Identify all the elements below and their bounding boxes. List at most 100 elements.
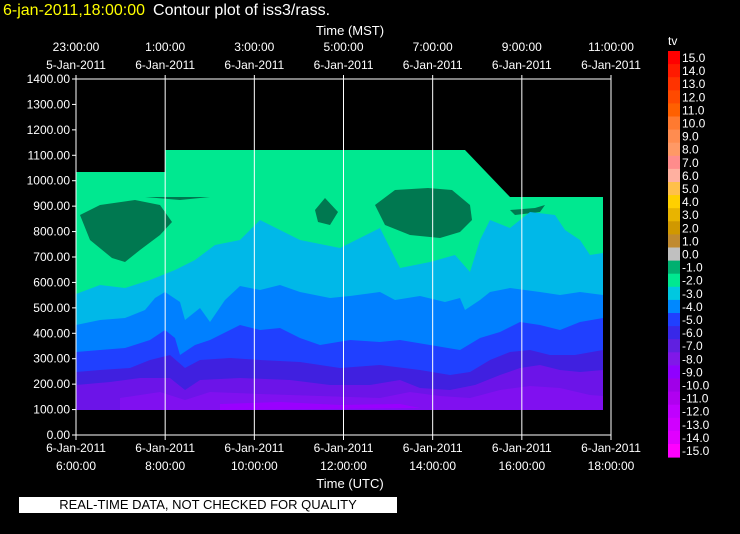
x-top-tick-time: 3:00:00 [234, 40, 274, 54]
y-tick-label: 1100.00 [28, 148, 71, 162]
legend-label: -10.0 [682, 379, 710, 393]
x-top-tick-date: 6-Jan-2011 [492, 58, 552, 72]
x-top-tick-date: 6-Jan-2011 [314, 58, 374, 72]
legend-label: -2.0 [682, 274, 703, 288]
legend-label: -15.0 [682, 444, 710, 458]
legend-swatch [668, 116, 680, 131]
legend-swatch [668, 247, 680, 262]
contour-region [510, 205, 545, 215]
legend-label: 2.0 [682, 221, 699, 235]
x-tick-time: 18:00:00 [588, 459, 635, 473]
legend-swatch [668, 417, 680, 432]
legend-label: -14.0 [682, 431, 710, 445]
x-top-tick-time: 1:00:00 [145, 40, 185, 54]
legend-swatch [668, 208, 680, 222]
legend-label: 0.0 [682, 248, 699, 262]
legend-label: 9.0 [682, 130, 699, 144]
legend-swatch [668, 103, 680, 117]
legend-label: 7.0 [682, 156, 699, 170]
x-tick-time: 12:00:00 [320, 459, 367, 473]
legend-swatch [668, 339, 680, 353]
x-tick-date: 6-Jan-2011 [135, 441, 195, 455]
x-tick-date: 6-Jan-2011 [224, 441, 284, 455]
y-tick-label: 700.00 [33, 250, 70, 264]
legend-label: -6.0 [682, 326, 703, 340]
x-top-tick-time: 5:00:00 [323, 40, 363, 54]
x-top-tick-time: 23:00:00 [53, 40, 100, 54]
x-axis-bottom-label: Time (UTC) [316, 476, 383, 491]
contour-region [315, 198, 338, 225]
x-tick-date: 6-Jan-2011 [581, 441, 641, 455]
y-tick-label: 1400.00 [27, 72, 71, 86]
color-legend: tv 15.014.013.012.011.010.09.08.07.06.05.… [668, 34, 710, 458]
legend-swatch [668, 273, 680, 288]
legend-swatch [668, 142, 680, 157]
legend-swatch [668, 51, 680, 65]
y-tick-label: 1000.00 [27, 174, 71, 188]
legend-swatch [668, 182, 680, 196]
y-tick-label: 1300.00 [27, 97, 71, 111]
legend-label: 1.0 [682, 234, 699, 248]
x-tick-date: 6-Jan-2011 [403, 441, 463, 455]
x-tick-time: 14:00:00 [409, 459, 456, 473]
contour-fill-layers [76, 150, 603, 410]
legend-swatch [668, 129, 680, 144]
y-tick-label: 300.00 [33, 352, 70, 366]
legend-label: 15.0 [682, 51, 706, 65]
x-tick-date: 6-Jan-2011 [314, 441, 374, 455]
y-tick-label: 200.00 [33, 377, 70, 391]
legend-swatch [668, 64, 680, 78]
legend-swatch [668, 168, 680, 183]
x-tick-time: 8:00:00 [145, 459, 185, 473]
legend-swatch [668, 90, 680, 104]
x-tick-date: 6-Jan-2011 [492, 441, 552, 455]
y-tick-label: 600.00 [33, 275, 70, 289]
legend-swatch [668, 195, 680, 209]
legend-swatch [668, 378, 680, 393]
legend-label: 8.0 [682, 143, 699, 157]
x-top-tick-date: 6-Jan-2011 [135, 58, 195, 72]
legend-label: -5.0 [682, 313, 703, 327]
legend-swatch [668, 365, 680, 379]
legend-label: 10.0 [682, 117, 706, 131]
legend-label: -8.0 [682, 352, 703, 366]
legend-title: tv [668, 34, 677, 48]
legend-swatch [668, 352, 680, 366]
legend-swatch [668, 234, 680, 248]
legend-swatch [668, 286, 680, 301]
legend-swatch [668, 430, 680, 445]
x-tick-date: 6-Jan-2011 [46, 441, 106, 455]
chart-title: 6-jan-2011,18:00:00 Contour plot of iss3/… [3, 2, 330, 20]
legend-label: 14.0 [682, 64, 706, 78]
legend-swatch [668, 444, 680, 458]
y-tick-label: 100.00 [33, 403, 70, 417]
x-tick-time: 16:00:00 [498, 459, 545, 473]
legend-label: 13.0 [682, 77, 706, 91]
x-axis-top-ticks: 23:00:00 5-Jan-2011 1:00:00 6-Jan-2011 3:00:… [46, 40, 641, 79]
x-top-tick-time: 7:00:00 [413, 40, 453, 54]
legend-label: -13.0 [682, 418, 710, 432]
legend-swatch [668, 77, 680, 91]
legend-label: 11.0 [682, 103, 705, 117]
title-text: Contour plot of iss3/rass. [153, 2, 331, 19]
x-top-tick-time: 9:00:00 [502, 40, 542, 54]
x-top-tick-date: 6-Jan-2011 [581, 58, 641, 72]
y-tick-label: 0.00 [47, 428, 71, 442]
x-top-tick-date: 6-Jan-2011 [403, 58, 463, 72]
y-tick-label: 500.00 [33, 301, 70, 315]
x-top-tick-date: 5-Jan-2011 [46, 58, 106, 72]
contour-region [80, 200, 172, 262]
legend-swatch [668, 299, 680, 314]
grid-lines [164, 79, 523, 435]
y-tick-label: 900.00 [33, 199, 70, 213]
legend-label: 4.0 [682, 195, 699, 209]
y-axis-ticks: 0.00 100.00 200.00 300.00 400.00 500.00 600.00… [27, 72, 76, 442]
y-tick-label: 400.00 [33, 326, 70, 340]
x-axis-top-label: Time (MST) [316, 23, 384, 38]
legend-label: 12.0 [682, 90, 706, 104]
x-tick-time: 6:00:00 [56, 459, 96, 473]
x-tick-time: 10:00:00 [231, 459, 278, 473]
contour-region [145, 197, 210, 200]
legend-label: 6.0 [682, 169, 699, 183]
